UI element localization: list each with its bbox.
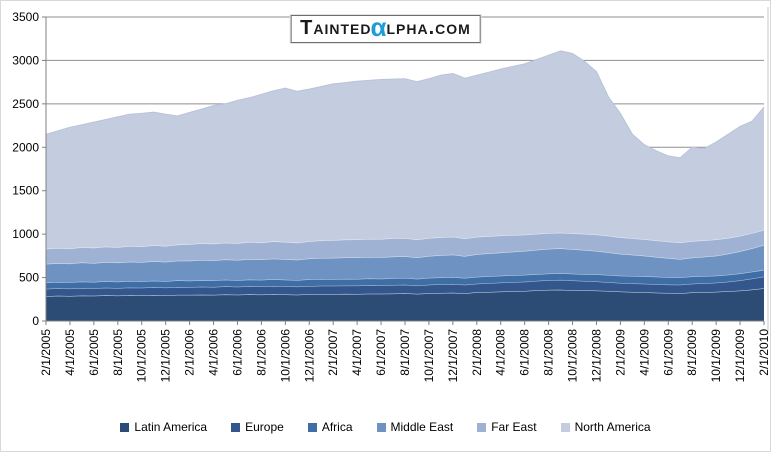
x-tick-label: 6/1/2008 <box>518 329 532 376</box>
x-tick-label: 8/1/2005 <box>111 329 125 376</box>
x-tick-label: 2/1/2007 <box>326 329 340 376</box>
watermark-text-prefix: Tainted <box>300 17 372 39</box>
x-tick-label: 10/1/2008 <box>566 329 580 383</box>
legend-label: Middle East <box>390 420 454 434</box>
y-tick-label: 500 <box>19 271 39 285</box>
legend-swatch-icon <box>120 422 130 432</box>
legend-label: Africa <box>321 420 353 434</box>
legend-item: Middle East <box>376 420 454 434</box>
x-tick-label: 4/1/2009 <box>637 329 651 376</box>
x-tick-label: 6/1/2007 <box>374 329 388 376</box>
legend-label: North America <box>574 420 651 434</box>
x-tick-label: 8/1/2007 <box>398 329 412 376</box>
x-tick-label: 2/1/2005 <box>39 329 53 376</box>
x-tick-label: 6/1/2005 <box>87 329 101 376</box>
x-tick-label: 10/1/2007 <box>422 329 436 383</box>
x-tick-label: 4/1/2008 <box>494 329 508 376</box>
area-band <box>46 230 764 264</box>
x-tick-label: 6/1/2009 <box>661 329 675 376</box>
y-tick-label: 0 <box>32 314 39 328</box>
y-tick-label: 1500 <box>12 184 39 198</box>
x-tick-label: 2/1/2010 <box>757 329 771 376</box>
legend-swatch-icon <box>560 422 570 432</box>
chart-legend: Latin America Europe Africa Middle East Far … <box>1 420 770 434</box>
y-tick-label: 2500 <box>12 97 39 111</box>
legend-item: Europe <box>231 420 284 434</box>
x-tick-label: 6/1/2006 <box>230 329 244 376</box>
x-tick-label: 10/1/2006 <box>278 329 292 383</box>
x-tick-label: 2/1/2008 <box>470 329 484 376</box>
legend-item: North America <box>560 420 651 434</box>
legend-swatch-icon <box>231 422 241 432</box>
legend-item: Far East <box>477 420 537 434</box>
x-tick-label: 12/1/2008 <box>589 329 603 383</box>
legend-label: Latin America <box>134 420 208 434</box>
legend-label: Far East <box>491 420 537 434</box>
y-tick-label: 1000 <box>12 227 39 241</box>
area-band <box>46 244 764 283</box>
watermark-badge: Taintedαlpha.com <box>290 12 481 43</box>
area-band <box>46 50 764 249</box>
x-tick-label: 8/1/2008 <box>542 329 556 376</box>
x-tick-label: 12/1/2007 <box>446 329 460 383</box>
watermark-text-suffix: lpha.com <box>386 17 471 39</box>
legend-label: Europe <box>245 420 284 434</box>
legend-swatch-icon <box>376 422 386 432</box>
x-tick-label: 12/1/2006 <box>302 329 316 383</box>
x-tick-label: 2/1/2006 <box>183 329 197 376</box>
x-tick-label: 4/1/2007 <box>350 329 364 376</box>
legend-swatch-icon <box>307 422 317 432</box>
x-tick-label: 10/1/2005 <box>135 329 149 383</box>
y-tick-label: 3000 <box>12 53 39 67</box>
alpha-icon: α <box>370 12 388 42</box>
legend-swatch-icon <box>477 422 487 432</box>
x-tick-label: 2/1/2009 <box>613 329 627 376</box>
x-tick-label: 12/1/2009 <box>733 329 747 383</box>
x-tick-label: 12/1/2005 <box>159 329 173 383</box>
area-band <box>46 288 764 321</box>
x-tick-label: 8/1/2006 <box>254 329 268 376</box>
x-tick-label: 4/1/2005 <box>63 329 77 376</box>
y-tick-label: 2000 <box>12 140 39 154</box>
legend-item: Africa <box>307 420 353 434</box>
x-tick-label: 8/1/2009 <box>685 329 699 376</box>
y-tick-label: 3500 <box>12 10 39 24</box>
x-tick-label: 10/1/2009 <box>709 329 723 383</box>
legend-item: Latin America <box>120 420 207 434</box>
x-tick-label: 4/1/2006 <box>207 329 221 376</box>
area-band-edge <box>45 50 765 159</box>
